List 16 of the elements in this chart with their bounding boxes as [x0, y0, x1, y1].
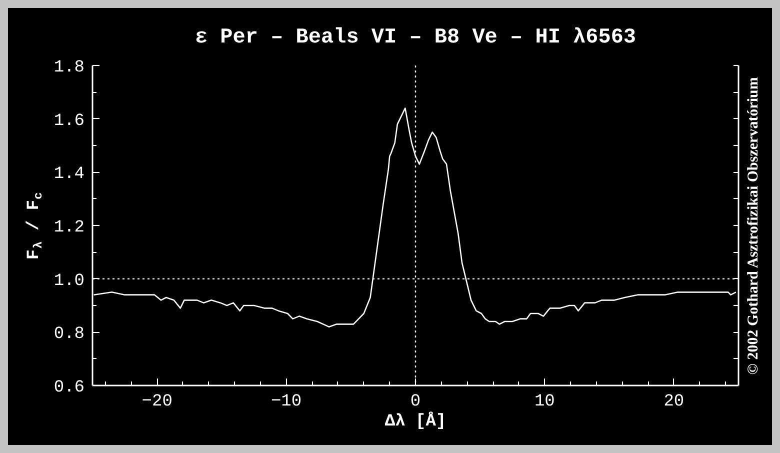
x-tick-label: 0: [410, 392, 421, 412]
y-tick-label: 0.8: [54, 325, 85, 344]
x-tick-label: 20: [664, 392, 684, 412]
x-tick-label: −10: [270, 392, 302, 412]
y-tick-label: 0.6: [54, 378, 85, 398]
x-tick-label: 10: [534, 392, 555, 412]
y-tick-label: 1.8: [54, 58, 85, 78]
x-tick-label: −20: [142, 392, 172, 412]
y-tick-label: 1.6: [54, 112, 85, 131]
chart-title: ε Per – Beals VI – B8 Ve – HI λ6563: [194, 26, 636, 50]
x-axis-title: Δλ [Å]: [384, 412, 446, 432]
y-tick-label: 1.4: [54, 165, 85, 184]
y-tick-label: 1.2: [54, 218, 85, 238]
y-tick-label: 1.0: [54, 272, 85, 291]
y-axis-title: Fλ / Fc: [25, 192, 46, 260]
text: © 2002 Gothard Asztrofizikai Obszervatórium: [746, 76, 762, 375]
